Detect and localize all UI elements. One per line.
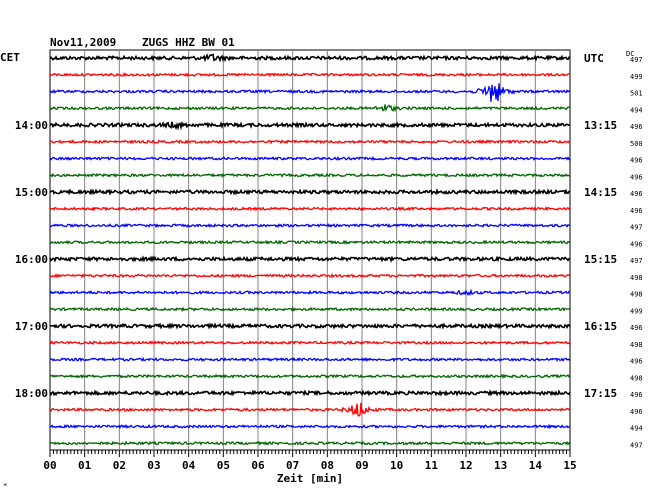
trace-row-23 [49,440,571,446]
dc-value: 499 [630,307,643,315]
trace-row-19 [49,373,571,380]
x-tick-label: 11 [425,459,439,472]
dc-value: 496 [630,358,643,366]
cet-hour-label: 16:00 [15,253,48,266]
trace-row-11 [49,239,571,245]
trace-row-4 [49,120,571,131]
cet-hour-label: 14:00 [15,119,48,132]
dc-value-column: 497 499 501 494 496 500 496 496 496 496 497 496 497 4… [630,56,643,449]
minute-gridlines [84,50,536,450]
cet-axis-label: CET [0,51,20,64]
dc-value: 497 [630,56,643,64]
x-tick-label: 06 [251,459,265,472]
dc-value: 500 [630,140,643,148]
x-tick-label: 04 [182,459,196,472]
trace-row-21 [49,402,571,417]
utc-hour-label: 17:15 [584,387,617,400]
header-date: Nov11,2009 [50,36,116,49]
trace-row-18 [49,356,571,363]
dc-value: 494 [630,106,643,114]
x-axis: 00 01 02 03 04 05 06 07 08 09 10 11 12 13 14 15 [43,450,577,472]
x-tick-label: 01 [78,459,92,472]
dc-value: 496 [630,207,643,215]
dc-value: 496 [630,324,643,332]
dc-label: DC [626,50,634,58]
dc-value: 494 [630,425,643,433]
trace-row-22 [49,423,571,430]
x-tick-label: 05 [217,459,230,472]
utc-hour-label: 15:15 [584,253,617,266]
x-tick-label: 15 [563,459,576,472]
dc-value: 498 [630,374,643,382]
x-tick-label: 10 [390,459,403,472]
utc-hour-label: 14:15 [584,186,617,199]
dc-value: 497 [630,224,643,232]
trace-row-17 [49,340,571,346]
dc-value: 496 [630,190,643,198]
trace-row-0 [49,53,571,63]
dc-value: 496 [630,408,643,416]
utc-hour-label: 16:15 [584,320,617,333]
trace-row-9 [49,206,571,212]
dc-value: 496 [630,391,643,399]
dc-value: 497 [630,441,643,449]
trace-row-3 [49,104,571,113]
trace-row-7 [49,172,571,178]
dc-value: 496 [630,123,643,131]
trace-row-20 [49,389,571,397]
dc-value: 501 [630,90,643,98]
dc-value: 497 [630,257,643,265]
dc-value: 498 [630,291,643,299]
x-tick-label: 14 [529,459,543,472]
x-tick-label: 02 [113,459,126,472]
dc-value: 498 [630,274,643,282]
utc-hour-labels: UTC 13:15 14:15 15:15 16:15 17:15 [584,52,617,400]
cet-hour-label: 18:00 [15,387,48,400]
cet-hour-label: 17:00 [15,320,48,333]
cet-hour-labels: 14:00 15:00 16:00 17:00 18:00 [15,119,48,400]
trace-row-1 [49,71,571,78]
trace-row-16 [49,322,571,330]
x-axis-label: Zeit [min] [277,472,343,485]
trace-row-2 [49,83,571,102]
x-tick-label: 07 [286,459,299,472]
trace-row-6 [49,155,571,161]
header-station: ZUGS HHZ BW 01 [142,36,235,49]
trace-row-13 [49,273,571,279]
trace-row-14 [49,288,571,297]
dc-value: 496 [630,157,643,165]
x-tick-label: 00 [43,459,56,472]
trace-row-15 [49,306,571,312]
plot-frame [49,49,571,451]
dc-value: 499 [630,73,643,81]
utc-hour-label: 13:15 [584,119,617,132]
x-tick-label: 09 [355,459,368,472]
dc-value: 496 [630,240,643,248]
trace-row-10 [50,222,571,229]
cet-hour-label: 15:00 [15,186,48,199]
trace-rows [49,53,571,446]
trace-row-8 [49,188,571,196]
x-tick-label: 08 [321,459,334,472]
x-tick-label: 03 [147,459,160,472]
x-tick-label: 12 [459,459,472,472]
dc-value: 496 [630,173,643,181]
trace-row-12 [49,255,571,263]
dc-value: 498 [630,341,643,349]
utc-hour-label: UTC [584,52,604,65]
footnote-mark: * [3,482,7,490]
trace-row-5 [49,139,571,145]
x-tick-label: 13 [494,459,507,472]
